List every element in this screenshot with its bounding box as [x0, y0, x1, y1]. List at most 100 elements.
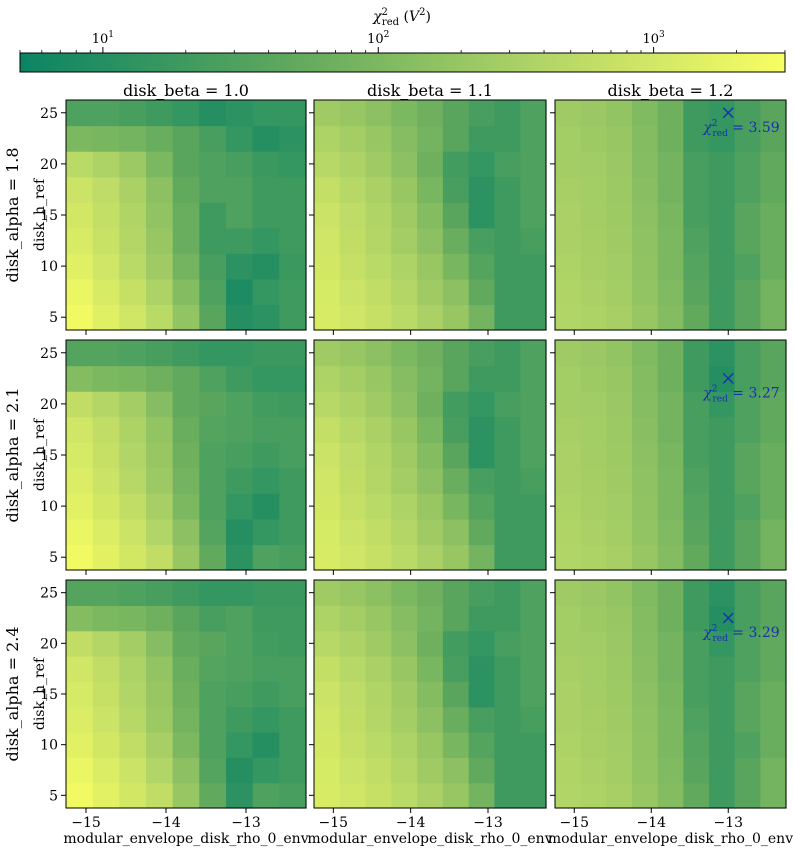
- heatmap-cell: [365, 151, 392, 178]
- heatmap-cell: [734, 202, 761, 229]
- best-fit-marker: [722, 107, 734, 119]
- heatmap-cell: [314, 681, 341, 708]
- heatmap-cell: [92, 100, 120, 127]
- heatmap-cell: [683, 630, 710, 657]
- heatmap-cell: [391, 416, 418, 443]
- heatmap-cell: [555, 732, 582, 758]
- heatmap-cell: [606, 518, 633, 546]
- heatmap-cell: [520, 176, 547, 203]
- heatmap-cell: [252, 681, 280, 708]
- heatmap-cell: [226, 782, 254, 809]
- heatmap-cell: [252, 151, 280, 178]
- heatmap-cell: [520, 656, 547, 682]
- heatmap-cell: [252, 176, 280, 203]
- heatmap-cell: [606, 253, 633, 280]
- heatmap-cell: [119, 365, 147, 392]
- heatmap-cell: [146, 630, 174, 657]
- heatmap-cell: [657, 656, 684, 682]
- heatmap-cell: [391, 365, 418, 392]
- heatmap-cell: [709, 227, 736, 254]
- heatmap-cell: [279, 340, 307, 367]
- heatmap-cell: [199, 757, 227, 784]
- heatmap-cell: [468, 253, 496, 280]
- heatmap-cell: [226, 125, 254, 152]
- heatmap-cell: [199, 176, 227, 203]
- heatmap-cell: [391, 391, 418, 418]
- heatmap-cell: [555, 681, 582, 708]
- heatmap-cell: [279, 518, 307, 546]
- heatmap-cell: [279, 442, 307, 469]
- heatmap-cell: [314, 278, 341, 306]
- heatmap-cell: [146, 656, 174, 682]
- y-tick-label: 15: [40, 448, 58, 464]
- heatmap-cell: [632, 442, 659, 469]
- heatmap-cell: [520, 467, 547, 494]
- heatmap-cell: [657, 227, 684, 254]
- heatmap-cell: [66, 278, 94, 306]
- heatmap-cell: [468, 732, 496, 758]
- heatmap-cell: [66, 681, 94, 708]
- heatmap-cell: [580, 442, 607, 469]
- heatmap-cell: [92, 757, 120, 784]
- heatmap-cell: [226, 416, 254, 443]
- heatmap-cell: [442, 202, 470, 229]
- heatmap-cell: [252, 304, 280, 331]
- heatmap-cell: [494, 176, 521, 203]
- heatmap-cell: [760, 176, 787, 203]
- heatmap-cell: [391, 706, 418, 733]
- heatmap-cell: [709, 656, 736, 682]
- heatmap-cell: [683, 340, 710, 367]
- heatmap-cell: [606, 630, 633, 657]
- heatmap-cell: [555, 202, 582, 229]
- heatmap-cell: [279, 151, 307, 178]
- heatmap-cell: [632, 706, 659, 733]
- heatmap-cell: [734, 656, 761, 682]
- heatmap-cell: [709, 630, 736, 657]
- heatmap-cell: [520, 227, 547, 254]
- heatmap-cell: [146, 493, 174, 520]
- heatmap-cell: [417, 391, 444, 418]
- heatmap-cell: [580, 202, 607, 229]
- colorbar: χ2 red (V2) 101 102 103: [19, 7, 786, 73]
- heatmap-cell: [391, 125, 418, 152]
- heatmap-cell: [520, 278, 547, 306]
- column-title: disk_beta = 1.0: [123, 81, 249, 100]
- heatmap-cell: [520, 304, 547, 331]
- heatmap-cell: [606, 757, 633, 784]
- heatmap-cell: [494, 782, 521, 809]
- heatmap-cell: [683, 580, 710, 606]
- heatmap-cell: [606, 493, 633, 520]
- heatmap-cell: [66, 656, 94, 682]
- heatmap-cell: [417, 630, 444, 657]
- heatmap-cell: [709, 782, 736, 809]
- heatmap-cell: [391, 757, 418, 784]
- heatmap-cell: [391, 605, 418, 632]
- heatmap-cell: [66, 442, 94, 469]
- heatmap-cell: [252, 340, 280, 367]
- heatmap-cell: [734, 391, 761, 418]
- heatmap-cell: [657, 365, 684, 392]
- colorbar-tick-label: 102: [367, 30, 389, 47]
- heatmap-cell: [709, 732, 736, 758]
- heatmap-cell: [119, 605, 147, 632]
- heatmap-cell: [339, 151, 367, 178]
- heatmap-cell: [119, 518, 147, 546]
- heatmap-cell: [580, 176, 607, 203]
- heatmap-cell: [92, 253, 120, 280]
- heatmap-cell: [226, 278, 254, 306]
- heatmap-cell: [66, 100, 94, 127]
- heatmap-cell: [555, 782, 582, 809]
- heatmap-cell: [734, 365, 761, 392]
- heatmap-cell: [683, 176, 710, 203]
- heatmap-cell: [709, 493, 736, 520]
- heatmap-cell: [252, 757, 280, 784]
- heatmap-cell: [468, 227, 496, 254]
- heatmap-cell: [709, 518, 736, 546]
- heatmap-panel: [309, 339, 547, 575]
- heatmap-cell: [172, 442, 200, 469]
- heatmap-cell: [520, 253, 547, 280]
- heatmap-cell: [417, 176, 444, 203]
- heatmap-cell: [709, 151, 736, 178]
- heatmap-cell: [119, 151, 147, 178]
